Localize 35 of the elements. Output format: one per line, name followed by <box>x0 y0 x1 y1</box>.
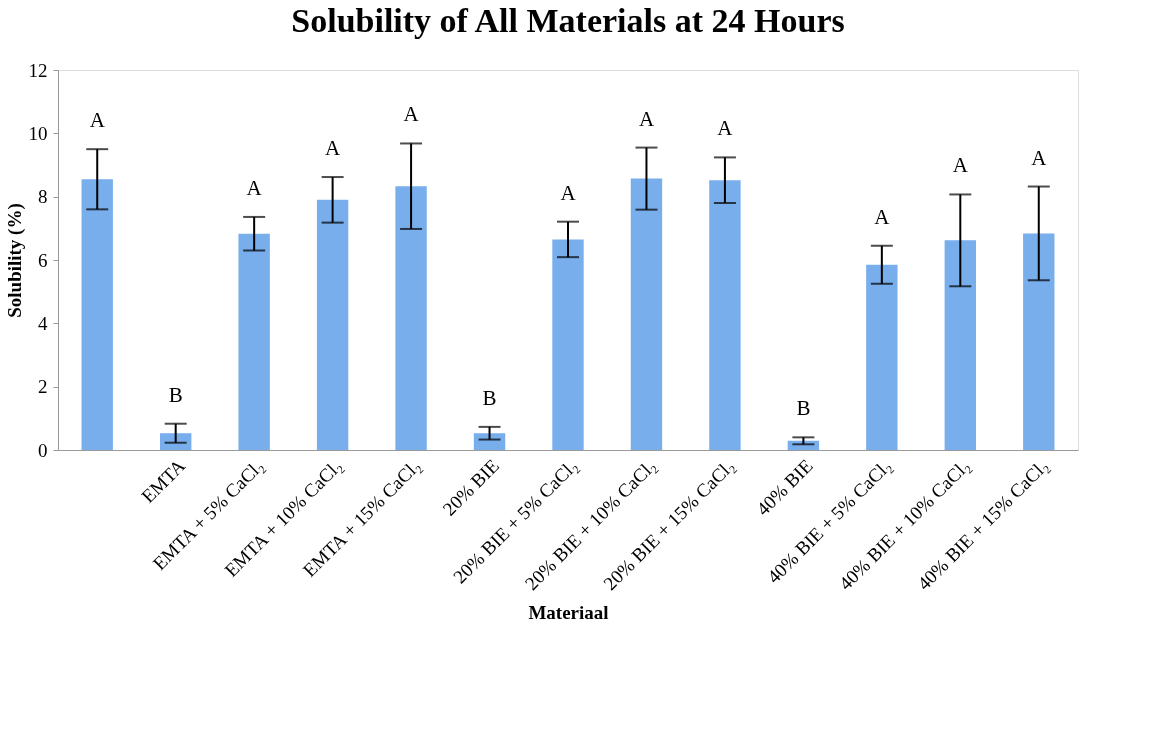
bar <box>630 178 663 450</box>
bar <box>316 199 349 450</box>
x-axis-title: Materiaal <box>528 602 609 624</box>
bar <box>944 240 976 450</box>
annotation: A <box>1031 145 1048 170</box>
y-tick-label: 4 <box>38 312 48 334</box>
annotation: A <box>89 108 106 133</box>
annotation: A <box>874 204 891 229</box>
annotation: A <box>246 175 263 200</box>
annotation: B <box>168 382 183 407</box>
annotation: A <box>325 136 342 161</box>
bar <box>238 233 270 450</box>
bar <box>81 179 113 450</box>
annotation: A <box>717 116 734 141</box>
y-axis-title: Solubility (%) <box>3 203 26 318</box>
bar <box>552 239 584 450</box>
bar <box>866 264 898 450</box>
annotation: A <box>403 102 420 127</box>
y-tick-label: 6 <box>38 249 48 271</box>
annotation: B <box>796 396 811 421</box>
bar <box>395 186 427 450</box>
annotation: A <box>560 180 577 205</box>
annotation: A <box>952 153 969 178</box>
chart-title: Solubility of All Materials at 24 Hours <box>291 2 845 39</box>
y-tick-label: 8 <box>38 186 48 208</box>
x-tick-label: 40% BIE <box>752 455 817 520</box>
y-tick-label: 10 <box>28 122 48 144</box>
bar <box>1023 233 1055 450</box>
x-tick-label: 20% BIE <box>438 455 503 520</box>
annotation: B <box>482 385 497 410</box>
y-tick-label: 0 <box>38 439 48 461</box>
annotation: A <box>638 106 655 131</box>
y-tick-label: 12 <box>28 59 48 81</box>
y-tick-label: 2 <box>38 376 48 398</box>
bar <box>709 180 741 450</box>
